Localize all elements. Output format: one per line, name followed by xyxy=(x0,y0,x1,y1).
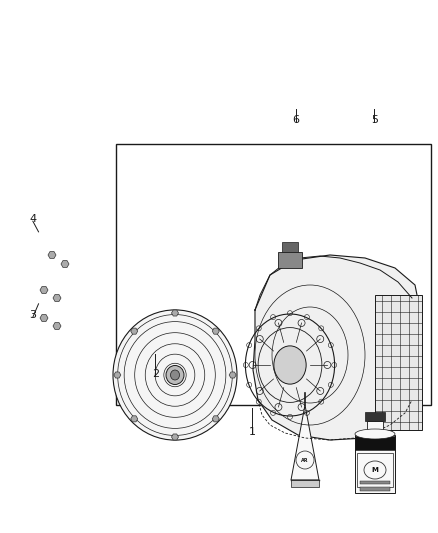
Polygon shape xyxy=(131,416,138,422)
Text: 2: 2 xyxy=(152,369,159,379)
Bar xyxy=(355,435,395,493)
Ellipse shape xyxy=(166,366,184,384)
Polygon shape xyxy=(48,252,56,259)
Text: 5: 5 xyxy=(371,115,378,125)
Polygon shape xyxy=(40,314,48,321)
Polygon shape xyxy=(212,416,219,422)
Bar xyxy=(375,295,422,430)
Bar xyxy=(367,421,383,435)
Polygon shape xyxy=(212,328,219,334)
Bar xyxy=(355,436,395,450)
Text: 4: 4 xyxy=(29,214,36,224)
Ellipse shape xyxy=(355,429,395,439)
Text: 6: 6 xyxy=(292,115,299,125)
Polygon shape xyxy=(131,328,138,334)
Polygon shape xyxy=(291,405,319,480)
Polygon shape xyxy=(229,372,236,378)
Polygon shape xyxy=(53,295,61,302)
Text: AR: AR xyxy=(301,457,309,463)
Polygon shape xyxy=(172,310,179,316)
Bar xyxy=(282,242,298,252)
Bar xyxy=(291,480,319,487)
Ellipse shape xyxy=(170,370,180,380)
Polygon shape xyxy=(253,255,422,440)
Polygon shape xyxy=(61,261,69,268)
Text: 1: 1 xyxy=(248,427,255,438)
Polygon shape xyxy=(40,287,48,294)
Bar xyxy=(116,144,431,405)
Bar xyxy=(365,412,385,421)
Bar xyxy=(360,487,390,491)
Text: M: M xyxy=(371,467,378,473)
Polygon shape xyxy=(53,322,61,329)
Polygon shape xyxy=(114,372,121,378)
Ellipse shape xyxy=(274,346,306,384)
Text: 3: 3 xyxy=(29,310,36,320)
Ellipse shape xyxy=(113,310,237,440)
Bar xyxy=(357,453,393,487)
Bar xyxy=(278,252,302,268)
Bar xyxy=(360,481,390,484)
Polygon shape xyxy=(172,434,179,440)
